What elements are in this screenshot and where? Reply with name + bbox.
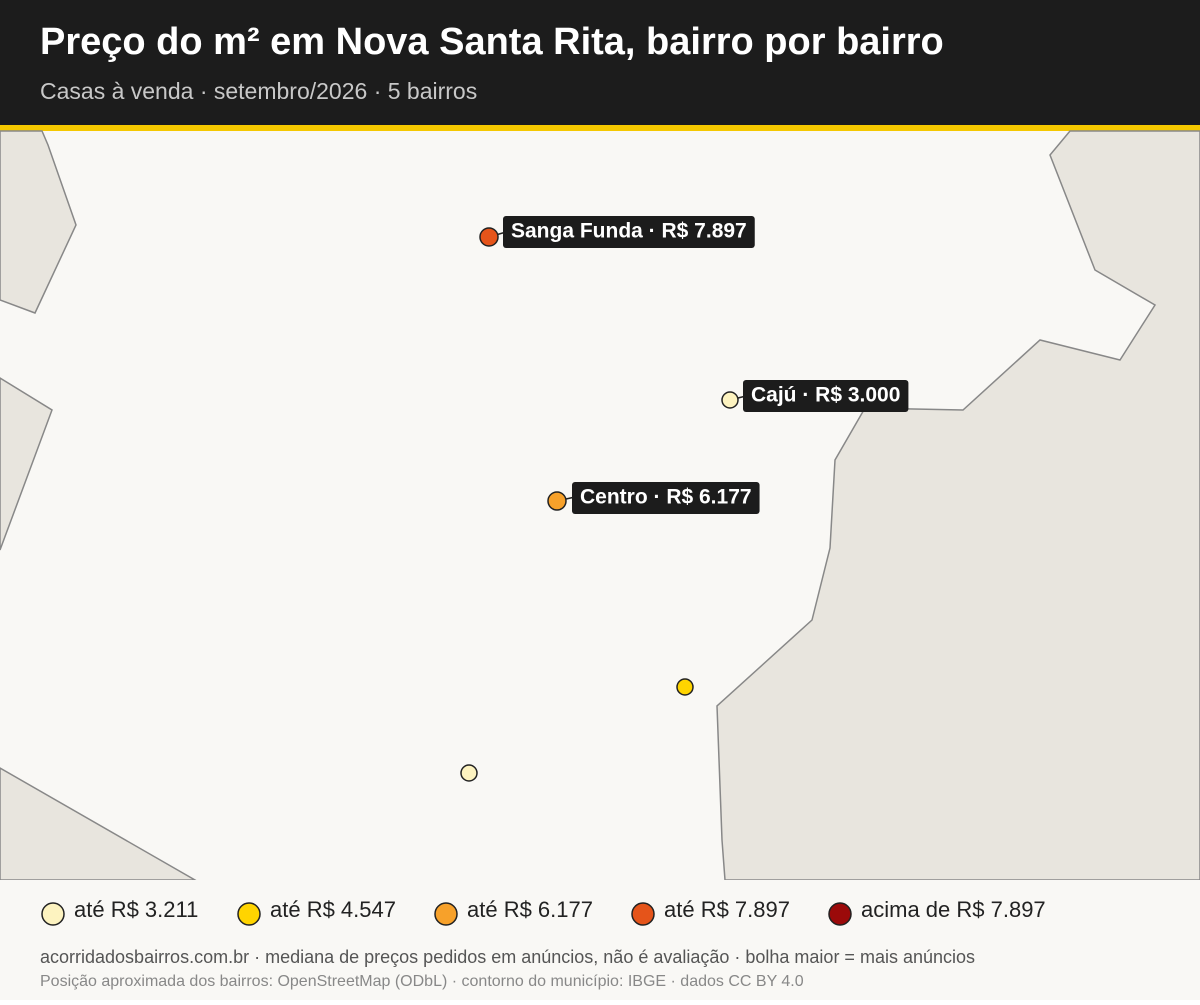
legend-label: até R$ 7.897 (664, 897, 790, 922)
label-box (743, 380, 909, 412)
title: Preço do m² em Nova Santa Rita, bairro p… (40, 21, 944, 63)
label-box (572, 482, 760, 514)
neighborhood-point (460, 764, 478, 782)
legend-label: até R$ 4.547 (270, 897, 396, 922)
map (0, 130, 1200, 881)
point-label: Sanga Funda · R$ 7.897 (511, 220, 747, 243)
subtitle: Casas à venda · setembro/2026 · 5 bairro… (40, 78, 477, 104)
legend-label: até R$ 3.211 (74, 897, 198, 922)
neighborhood-point (676, 678, 694, 696)
point-label: Cajú · R$ 3.000 (751, 384, 900, 407)
points (460, 227, 747, 782)
neighborhood-point (479, 227, 499, 247)
legend-label: até R$ 6.177 (467, 897, 593, 922)
point-labels: Sanga Funda · R$ 7.897 Cajú · R$ 3.000 Cen… (503, 216, 909, 514)
legend-swatch (631, 902, 655, 926)
header-bar (0, 0, 1200, 126)
legend: até R$ 3.211 até R$ 4.547 até R$ 6.177 até … (41, 897, 1046, 926)
legend-area (0, 880, 1200, 1000)
legend-swatch (237, 902, 261, 926)
footer-line: Posição aproximada dos bairros: OpenStre… (40, 973, 804, 990)
neighborhood-point (721, 391, 739, 409)
neighbor-area (0, 130, 77, 314)
point-label: Centro · R$ 6.177 (580, 486, 752, 509)
header-stripe (0, 125, 1200, 131)
label-box (503, 216, 755, 248)
legend-swatch (828, 902, 852, 926)
footer-line: acorridadosbairros.com.br · mediana de p… (40, 947, 975, 967)
neighborhood-point (547, 491, 567, 511)
neighbor-area (0, 377, 53, 551)
legend-label: acima de R$ 7.897 (861, 897, 1046, 922)
legend-swatch (41, 902, 65, 926)
legend-swatch (434, 902, 458, 926)
